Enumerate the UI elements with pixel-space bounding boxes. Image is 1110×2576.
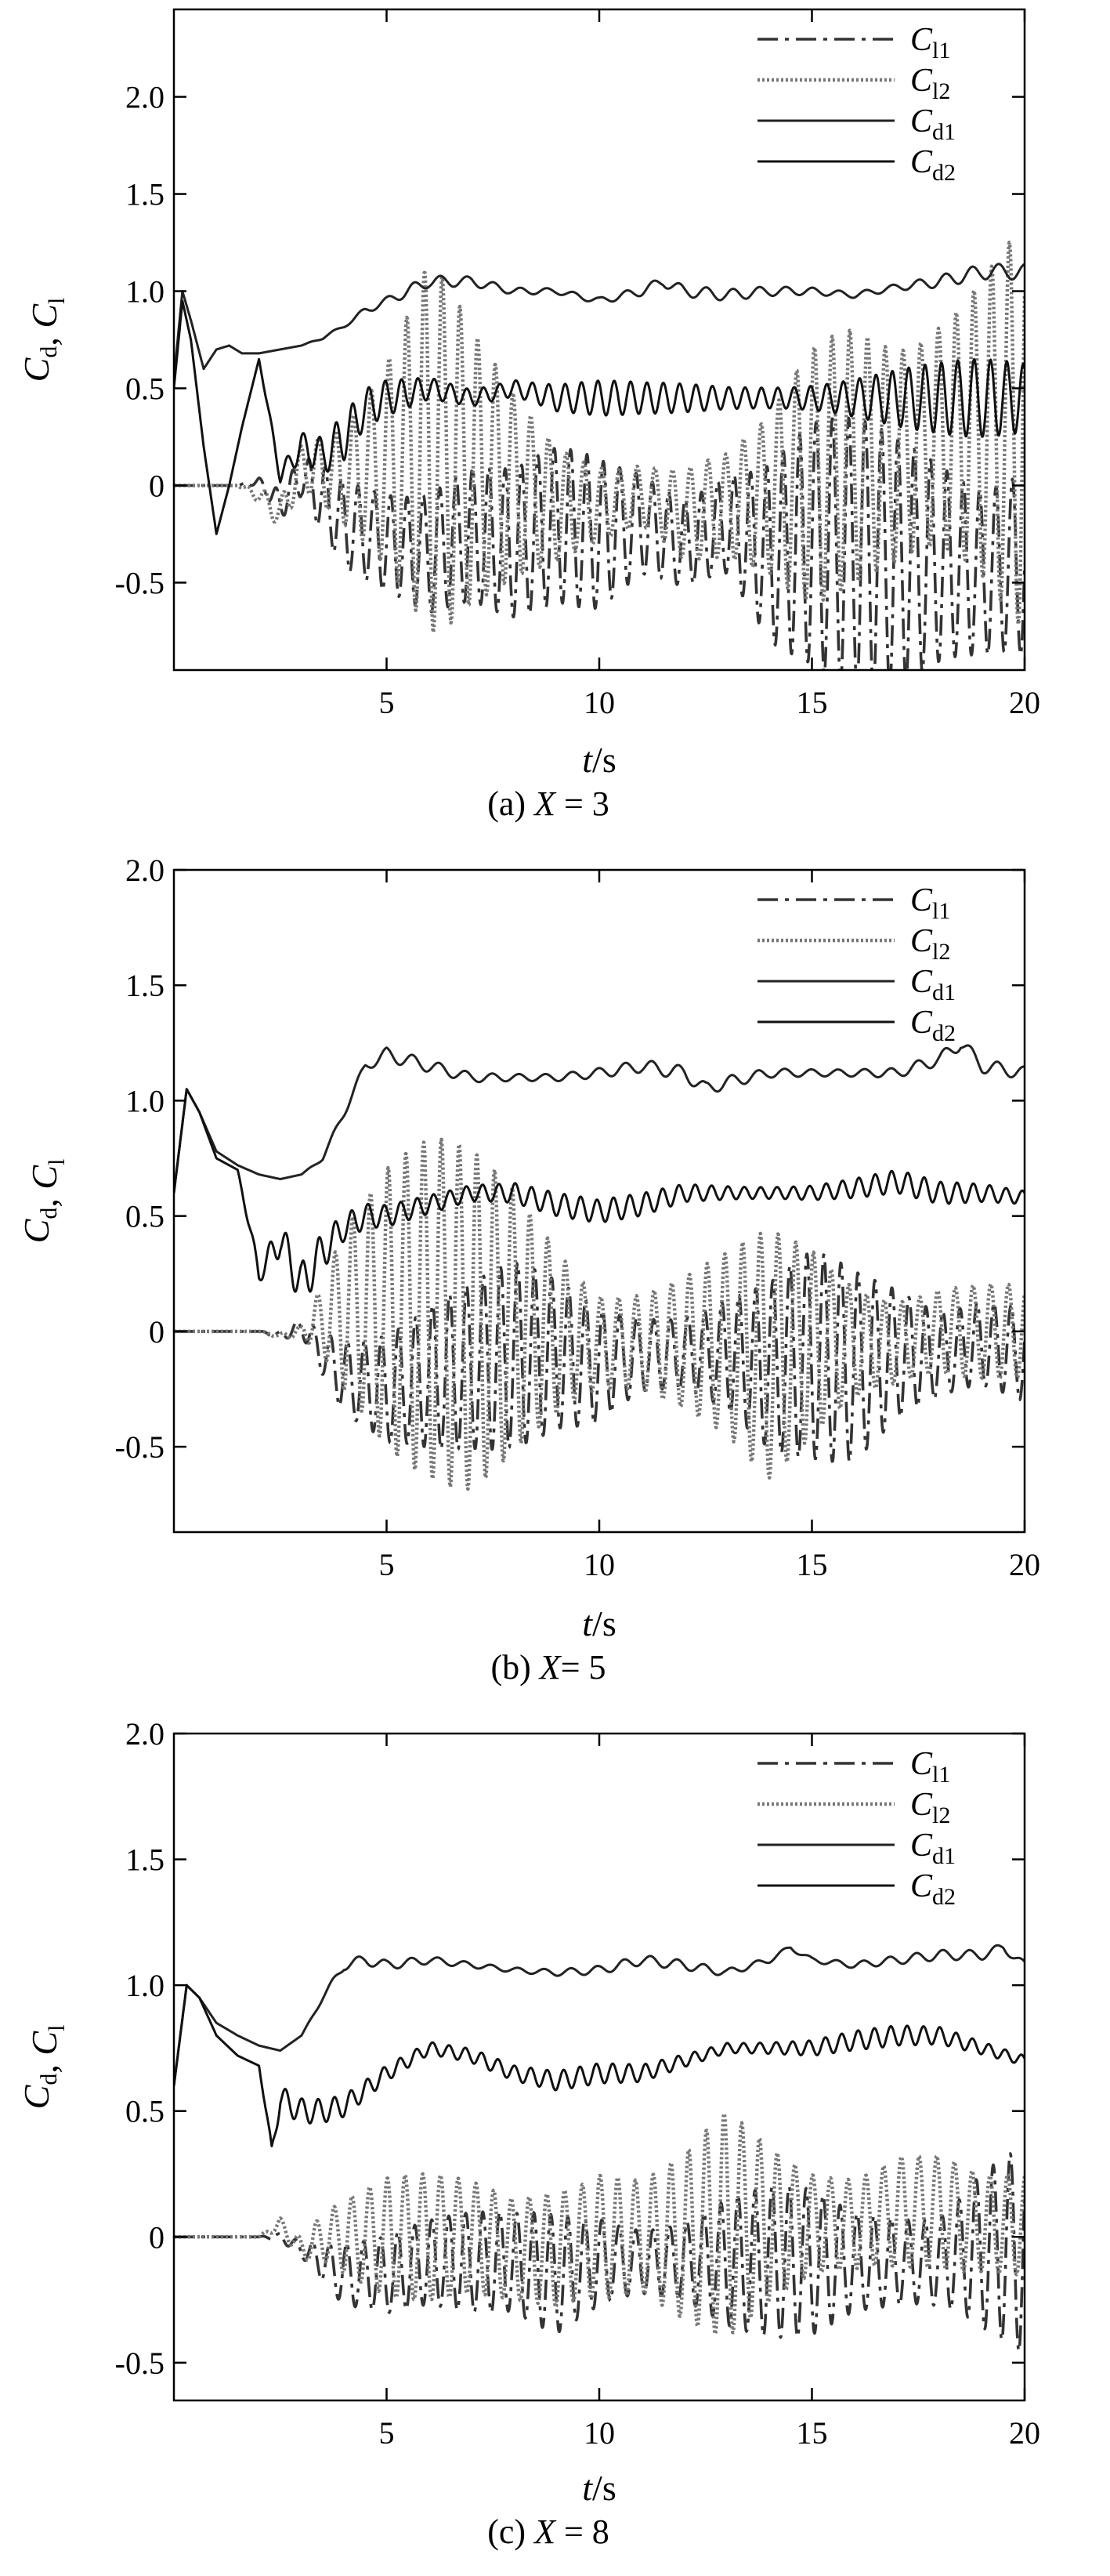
series-line-cd2 bbox=[174, 1088, 1025, 1293]
x-axis-label: t/s bbox=[582, 740, 616, 780]
y-tick-label: 0 bbox=[149, 1314, 165, 1350]
legend-label-cl2: Cl2 bbox=[910, 63, 950, 104]
plot-area bbox=[174, 1944, 1025, 2353]
y-tick-label: 1.0 bbox=[125, 1968, 165, 2003]
legend-label-cl2: Cl2 bbox=[910, 923, 950, 965]
y-tick-label: 1.0 bbox=[125, 274, 165, 310]
series-line-cd1 bbox=[174, 1944, 1025, 2086]
series-line-cl2 bbox=[174, 1137, 1025, 1491]
x-tick-label: 10 bbox=[584, 1547, 615, 1582]
panel-caption: (a) X = 3 bbox=[487, 784, 609, 823]
chart-panel-2: 5 10 15 20 -0.5 0 0.5 1.0 1.5 2.0 Cd, Cl t/s (b) X= … bbox=[16, 853, 1040, 1687]
series-line-cl1 bbox=[174, 2152, 1025, 2353]
x-tick-label: 15 bbox=[797, 685, 828, 720]
y-tick-label: 2.0 bbox=[125, 1716, 165, 1752]
y-tick-label: 1.5 bbox=[125, 1842, 165, 1878]
y-tick-label: 0.5 bbox=[125, 371, 165, 406]
chart-panel-1: 5 10 15 20 -0.5 0 0.5 1.0 1.5 2.0 Cd, Cl t/s (a) X =… bbox=[16, 8, 1040, 823]
legend-label-cl1: Cl1 bbox=[910, 22, 950, 63]
x-tick-label: 20 bbox=[1009, 1547, 1040, 1582]
x-axis-label: t/s bbox=[582, 2468, 616, 2508]
legend-label-cd1: Cd1 bbox=[910, 964, 956, 1005]
y-tick-label: -0.5 bbox=[115, 1429, 165, 1465]
legend-label-cd1: Cd1 bbox=[910, 1828, 956, 1869]
x-tick-label: 10 bbox=[584, 2415, 615, 2451]
y-axis-label: Cd, Cl bbox=[16, 2025, 70, 2110]
legend-label-cd2: Cd2 bbox=[910, 144, 956, 186]
x-tick-label: 5 bbox=[379, 2415, 395, 2451]
series-line-cd1 bbox=[174, 263, 1025, 379]
plot-area bbox=[174, 1044, 1025, 1491]
x-tick-label: 15 bbox=[797, 1547, 828, 1582]
x-axis-label: t/s bbox=[582, 1603, 616, 1643]
panel-caption: (b) X= 5 bbox=[490, 1648, 606, 1687]
legend-label-cd2: Cd2 bbox=[910, 1868, 956, 1910]
y-tick-label: 2.0 bbox=[125, 80, 165, 115]
legend-label-cl2: Cl2 bbox=[910, 1787, 950, 1828]
y-tick-label: 0 bbox=[149, 468, 165, 503]
x-tick-label: 5 bbox=[379, 685, 395, 720]
y-tick-label: 0.5 bbox=[125, 2094, 165, 2129]
plot-area bbox=[174, 241, 1025, 670]
chart-panel-3: 5 10 15 20 -0.5 0 0.5 1.0 1.5 2.0 Cd, Cl t/s (c) X =… bbox=[16, 1716, 1040, 2551]
legend-label-cd2: Cd2 bbox=[910, 1005, 956, 1046]
series-line-cd2 bbox=[174, 299, 1025, 535]
y-tick-label: 2.0 bbox=[125, 853, 165, 888]
x-tick-label: 20 bbox=[1009, 685, 1040, 720]
series-line-cl2 bbox=[174, 2111, 1025, 2336]
y-axis-label: Cd, Cl bbox=[16, 1159, 70, 1244]
y-tick-label: -0.5 bbox=[115, 2346, 165, 2381]
series-line-cd2 bbox=[174, 1984, 1025, 2147]
panel-caption: (c) X = 8 bbox=[487, 2513, 609, 2551]
legend-label-cl1: Cl1 bbox=[910, 882, 950, 924]
y-tick-label: 1.5 bbox=[125, 968, 165, 1003]
series-line-cl1 bbox=[174, 1252, 1025, 1463]
y-tick-label: -0.5 bbox=[115, 565, 165, 600]
legend-label-cl1: Cl1 bbox=[910, 1746, 950, 1788]
x-tick-label: 20 bbox=[1009, 2415, 1040, 2451]
legend-label-cd1: Cd1 bbox=[910, 103, 956, 145]
series-line-cd1 bbox=[174, 1044, 1025, 1194]
series-line-cl1 bbox=[174, 416, 1025, 670]
x-tick-label: 15 bbox=[797, 2415, 828, 2451]
y-tick-label: 0 bbox=[149, 2219, 165, 2255]
x-tick-label: 10 bbox=[584, 685, 615, 720]
y-tick-label: 1.0 bbox=[125, 1083, 165, 1118]
y-axis-label: Cd, Cl bbox=[16, 298, 70, 382]
x-tick-label: 5 bbox=[379, 1547, 395, 1582]
y-tick-label: 1.5 bbox=[125, 177, 165, 212]
y-tick-label: 0.5 bbox=[125, 1199, 165, 1234]
